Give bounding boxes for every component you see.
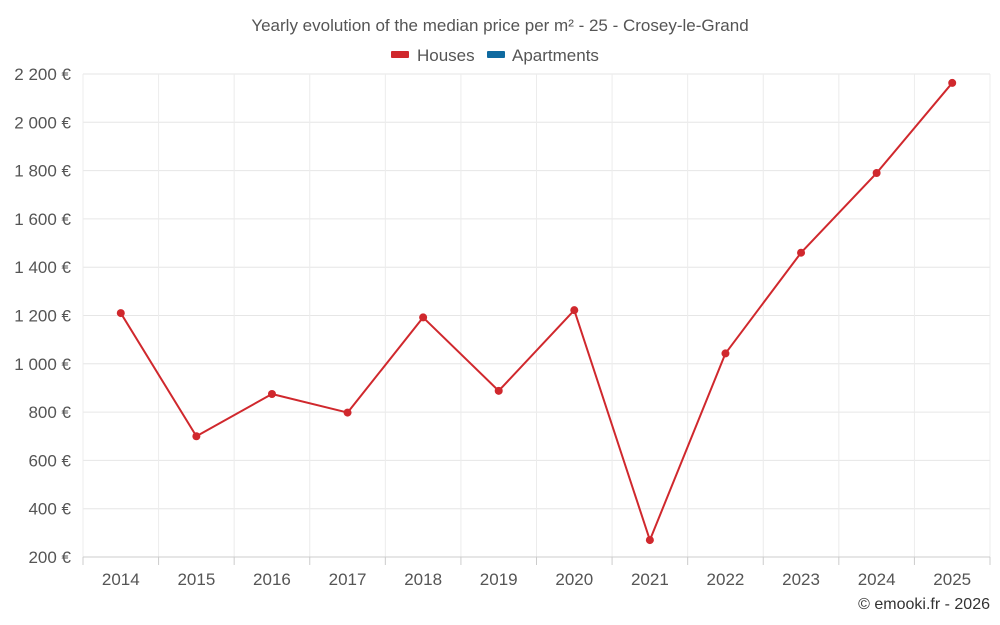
x-tick-label: 2021 [631,570,669,589]
y-tick-label: 1 400 € [14,258,71,277]
chart-title: Yearly evolution of the median price per… [251,16,748,35]
data-point [419,313,428,322]
y-tick-label: 200 € [28,548,71,567]
x-tick-label: 2023 [782,570,820,589]
x-tick-label: 2018 [404,570,442,589]
data-point [721,349,730,358]
legend-label-houses: Houses [417,46,475,65]
data-point [192,432,201,441]
x-tick-label: 2015 [177,570,215,589]
data-point [570,306,579,315]
series-houses [116,78,957,545]
x-tick-label: 2020 [555,570,593,589]
y-tick-label: 1 000 € [14,355,71,374]
data-point [267,389,276,398]
legend-label-apartments: Apartments [512,46,599,65]
x-tick-label: 2014 [102,570,140,589]
series-line-houses [119,82,953,542]
y-tick-label: 1 600 € [14,210,71,229]
x-axis: 2014 2015 2016 2017 2018 2019 2020 2021 2022 2023… [82,556,991,589]
x-tick-label: 2025 [933,570,971,589]
credit: © emooki.fr - 2026 [858,596,990,613]
legend-swatch-apartments [487,51,505,58]
legend-item-apartments[interactable]: Apartments [487,46,599,65]
legend-item-houses[interactable]: Houses [391,46,475,65]
x-tick-label: 2016 [253,570,291,589]
y-tick-label: 1 200 € [14,307,71,326]
data-point [116,309,125,318]
legend-swatch-houses [391,51,409,58]
x-tick-label: 2022 [707,570,745,589]
y-tick-label: 600 € [28,451,71,470]
y-axis: 200 € 400 € 600 € 800 € 1 000 € 1 200 € 1 400 … [14,65,71,567]
legend: Houses Apartments [391,46,599,65]
y-tick-label: 1 800 € [14,162,71,181]
data-point [494,386,503,395]
y-tick-label: 400 € [28,500,71,519]
data-point [797,248,806,257]
x-tick-label: 2024 [858,570,896,589]
data-point [872,169,881,178]
x-tick-label: 2017 [329,570,367,589]
grid [82,73,991,557]
data-point [645,536,654,545]
data-point [948,78,957,87]
x-tick-label: 2019 [480,570,518,589]
y-tick-label: 2 200 € [14,65,71,84]
data-point [343,408,352,417]
y-tick-label: 2 000 € [14,113,71,132]
y-tick-label: 800 € [28,403,71,422]
